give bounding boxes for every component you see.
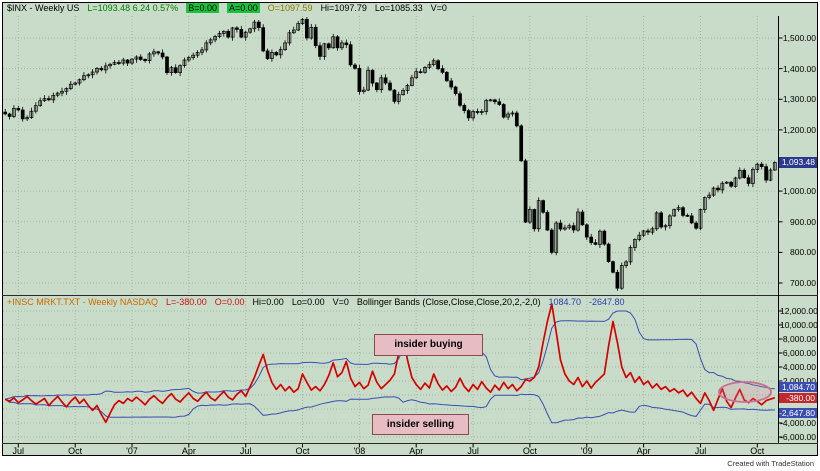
- study-label: Bollinger Bands (Close,Close,Close,20,2,…: [356, 297, 541, 307]
- price-axis-label: 700.00: [790, 278, 816, 288]
- volume-value: V=0: [430, 3, 447, 13]
- time-axis-label: Apr: [181, 446, 196, 456]
- price-axis-label: 900.00: [790, 216, 816, 227]
- price-axis-label: 1,500.00: [782, 33, 816, 43]
- last-value: L=1093.48 6.24 0.57%: [87, 3, 179, 13]
- time-axis-label: Jul: [12, 446, 25, 456]
- indicator-axis-label: -4,000.00: [780, 418, 816, 428]
- time-axis-label: Jul: [694, 446, 707, 456]
- insider-buying-annotation[interactable]: insider buying: [374, 334, 483, 356]
- price-axis-label: 800.00: [790, 247, 816, 258]
- time-axis-label: '07: [126, 446, 138, 456]
- indicator-axis-label: 2,000.00: [782, 376, 816, 386]
- indicator-axis-label: -6,000.00: [780, 432, 816, 442]
- indicator-low: Lo=0.00: [291, 297, 325, 307]
- indicator-high: Hi=0.00: [252, 297, 284, 307]
- band-lower-badge: -2,647.80: [779, 408, 817, 418]
- symbol-label: $INX - Weekly US: [7, 3, 80, 13]
- indicator-name: +INSC MRKT.TXT - Weekly NASDAQ: [7, 297, 158, 307]
- tradestation-credit: Created with TradeStation: [727, 459, 814, 468]
- symbol-data-line: $INX - Weekly US L=1093.48 6.24 0.57% B=0.…: [7, 3, 455, 13]
- indicator-last: L=-380.00: [165, 297, 207, 307]
- ask-value: A=0.00: [226, 3, 260, 13]
- time-axis-label: '08: [353, 446, 366, 456]
- indicator-axis-label: 4,000.00: [782, 362, 816, 372]
- indicator-volume: V=0: [332, 297, 349, 307]
- time-axis-label: Oct: [68, 446, 83, 456]
- last-price-badge: 1,093.48: [779, 157, 817, 168]
- time-axis-label: Oct: [750, 446, 765, 456]
- indicator-data-line: +INSC MRKT.TXT - Weekly NASDAQ L=-380.00 O…: [7, 297, 633, 307]
- indicator-axis-label: 12,000.00: [780, 306, 818, 316]
- time-axis-label: Oct: [295, 446, 310, 456]
- chart-canvas[interactable]: [2, 2, 818, 456]
- price-axis-label: 1,000.00: [782, 186, 816, 197]
- price-axis-label: 1,200.00: [782, 124, 816, 135]
- insider-selling-annotation[interactable]: insider selling: [372, 414, 469, 435]
- bid-value: B=0.00: [186, 3, 219, 13]
- time-axis-label: Jul: [467, 446, 479, 456]
- band-upper-value: 1084.70: [548, 297, 582, 307]
- indicator-axis-label: 8,000.00: [782, 334, 816, 344]
- time-axis-label: Oct: [522, 446, 537, 456]
- price-axis-label: 1,400.00: [782, 63, 816, 74]
- indicator-axis-label: 10,000.00: [780, 320, 818, 330]
- time-axis-label: Jul: [239, 446, 252, 456]
- time-axis-label: '09: [580, 446, 593, 456]
- band-upper-badge: 1,084.70: [779, 382, 817, 392]
- open-value: O=1097.59: [267, 3, 313, 13]
- insider-last-badge: -380.00: [779, 392, 817, 403]
- indicator-open: O=0.00: [214, 297, 245, 307]
- time-axis-label: Apr: [636, 446, 651, 456]
- time-axis-label: Apr: [409, 446, 424, 456]
- high-value: Hi=1097.79: [320, 3, 367, 13]
- band-lower-value: -2647.80: [589, 297, 625, 307]
- price-axis-label: 1,300.00: [782, 94, 816, 105]
- low-value: Lo=1085.33: [374, 3, 423, 13]
- indicator-axis-label: 6,000.00: [782, 348, 816, 358]
